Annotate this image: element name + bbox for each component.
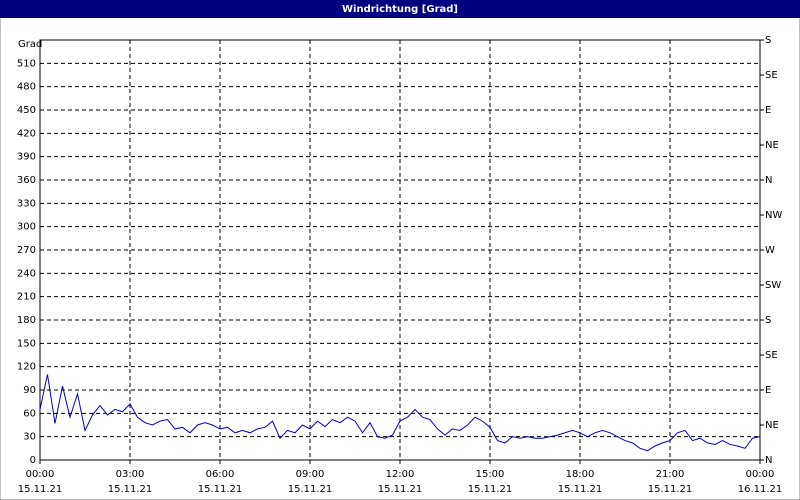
y-tick-label: 150 bbox=[17, 338, 36, 349]
y2-tick-label: SW bbox=[765, 280, 781, 291]
y2-tick-label: SE bbox=[765, 70, 778, 81]
x-tick-label: 09:00 bbox=[296, 469, 325, 480]
x-tick-label: 21:00 bbox=[656, 469, 685, 480]
y-tick-label: 270 bbox=[17, 245, 36, 256]
x-tick-label: 03:00 bbox=[116, 469, 145, 480]
x-tick-date: 15.11.21 bbox=[18, 484, 63, 495]
y2-tick-label: S bbox=[765, 315, 771, 326]
x-tick-label: 12:00 bbox=[386, 469, 415, 480]
y-tick-label: 390 bbox=[17, 152, 36, 163]
x-tick-date: 15.11.21 bbox=[468, 484, 513, 495]
y2-tick-label: E bbox=[765, 105, 771, 116]
y-tick-label: 360 bbox=[17, 175, 36, 186]
x-tick-date: 15.11.21 bbox=[648, 484, 693, 495]
data-line bbox=[39, 374, 761, 452]
y-tick-label: 480 bbox=[17, 82, 36, 93]
y-tick-label: 0 bbox=[30, 455, 36, 466]
y-tick-label: 240 bbox=[17, 268, 36, 279]
y-axis-label: Grad bbox=[18, 39, 42, 50]
y-tick-label: 120 bbox=[17, 362, 36, 373]
title-bar bbox=[0, 0, 800, 18]
y2-tick-label: NE bbox=[765, 420, 779, 431]
x-tick-label: 00:00 bbox=[26, 469, 55, 480]
x-tick-date: 15.11.21 bbox=[288, 484, 333, 495]
y-tick-label: 180 bbox=[17, 315, 36, 326]
x-tick-date: 15.11.21 bbox=[108, 484, 153, 495]
y-tick-label: 300 bbox=[17, 222, 36, 233]
x-tick-date: 15.11.21 bbox=[198, 484, 243, 495]
chart-title: Windrichtung [Grad] bbox=[342, 4, 458, 15]
y-tick-label: 60 bbox=[23, 408, 36, 419]
y-tick-label: 450 bbox=[17, 105, 36, 116]
y2-tick-label: W bbox=[765, 245, 775, 256]
y-tick-label: 510 bbox=[17, 58, 36, 69]
y-tick-label: 90 bbox=[23, 385, 36, 396]
y2-tick-label: N bbox=[765, 175, 772, 186]
x-tick-date: 15.11.21 bbox=[558, 484, 603, 495]
y-tick-label: 330 bbox=[17, 198, 36, 209]
x-tick-label: 06:00 bbox=[206, 469, 235, 480]
x-tick-label: 15:00 bbox=[476, 469, 505, 480]
y-tick-label: 420 bbox=[17, 128, 36, 139]
y2-tick-label: S bbox=[765, 35, 771, 46]
y-tick-label: 210 bbox=[17, 292, 36, 303]
x-tick-label: 18:00 bbox=[566, 469, 595, 480]
y-tick-label: 30 bbox=[23, 432, 36, 443]
y2-tick-label: SE bbox=[765, 350, 778, 361]
y2-tick-label: N bbox=[765, 455, 772, 466]
x-tick-date: 16.11.21 bbox=[738, 484, 783, 495]
y2-tick-label: E bbox=[765, 385, 771, 396]
x-tick-label: 00:00 bbox=[746, 469, 775, 480]
plot-frame bbox=[39, 39, 761, 461]
y2-tick-label: NE bbox=[765, 140, 779, 151]
y2-tick-label: NW bbox=[765, 210, 782, 221]
x-tick-date: 15.11.21 bbox=[378, 484, 423, 495]
